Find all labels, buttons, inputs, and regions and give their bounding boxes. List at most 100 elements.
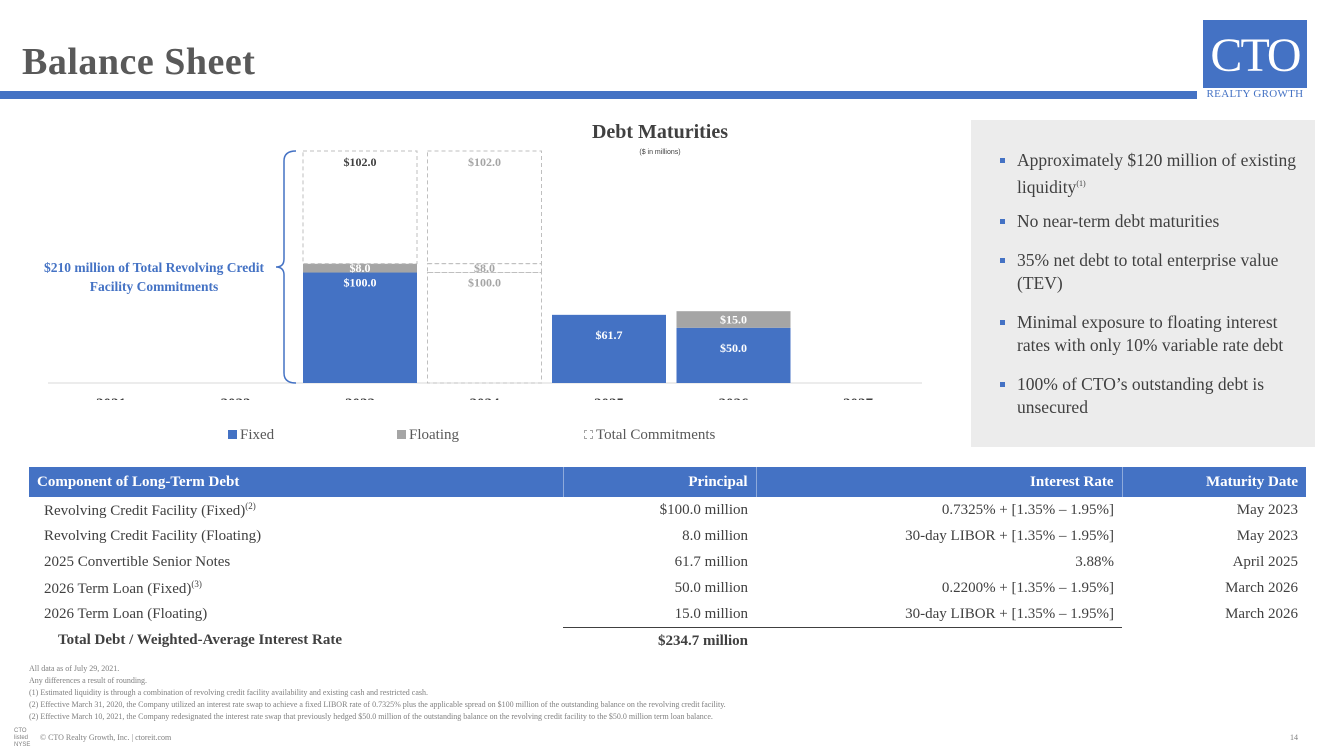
ghost-bar-fixed (427, 272, 542, 384)
cell-rate: 0.7325% + [1.35% – 1.95%] (941, 501, 1114, 518)
cell-principal: 50.0 million (674, 579, 748, 596)
bar-fixed (303, 272, 417, 383)
debt-maturities-chart: 202120222023$100.0$8.0$102.020242025$61.… (48, 150, 922, 400)
data-label-total: $102.0 (344, 155, 377, 169)
cell-maturity: May 2023 (1236, 527, 1298, 544)
x-tick-label: 2021 (96, 396, 126, 400)
bullet-marker (1000, 219, 1005, 224)
bar-total-commitment (302, 150, 418, 265)
header-interest-rate: Interest Rate (755, 467, 1122, 497)
table-row: 2025 Convertible Senior Notes 61.7 milli… (29, 549, 1306, 575)
bullet-marker (1000, 158, 1005, 163)
cell-rate: 3.88% (1075, 553, 1114, 570)
cell-maturity: April 2025 (1232, 553, 1298, 570)
legend-label-fixed: Fixed (240, 427, 275, 443)
legend-swatch-total (584, 430, 593, 439)
cell-component: Revolving Credit Facility (Floating) (29, 523, 563, 549)
bullet-maturities: No near-term debt maturities (1000, 210, 1300, 233)
ghost-label-floating: $8.0 (474, 261, 495, 275)
table-row: 2026 Term Loan (Fixed)(3) 50.0 million 0… (29, 575, 1306, 601)
footnote-ref: (3) (191, 578, 202, 589)
bar-floating (303, 263, 417, 273)
bullet-unsecured: 100% of CTO’s outstanding debt is unsecu… (1000, 373, 1300, 419)
bullet-marker (1000, 258, 1005, 263)
brace-annotation: $210 million of Total Revolving Credit F… (44, 260, 264, 294)
ghost-label-total: $102.0 (468, 155, 501, 169)
component-name: Revolving Credit Facility (Floating) (44, 527, 262, 544)
table-row: Revolving Credit Facility (Fixed)(2) $10… (29, 497, 1306, 523)
component-name: 2025 Convertible Senior Notes (44, 553, 231, 570)
bullet-footnote: (1) (1076, 179, 1086, 188)
total-principal: $234.7 million (657, 632, 748, 649)
total-maturity-empty (1122, 628, 1306, 655)
total-label: Total Debt / Weighted-Average Interest R… (58, 632, 342, 649)
bar-fixed (676, 327, 791, 383)
data-label-fixed: $61.7 (596, 328, 623, 342)
x-tick-label: 2025 (594, 396, 624, 400)
cell-maturity: May 2023 (1236, 501, 1298, 518)
x-tick-label: 2026 (719, 396, 750, 400)
bullet-marker (1000, 320, 1005, 325)
legend-floating: Floating (397, 427, 459, 444)
table-row: 2026 Term Loan (Floating) 15.0 million 3… (29, 601, 1306, 628)
chart-title: Debt Maturities (591, 121, 729, 143)
cell-principal: 15.0 million (563, 601, 756, 628)
bar-floating (676, 311, 791, 328)
highlights-panel (971, 120, 1315, 447)
page-title: Balance Sheet (22, 41, 256, 83)
commitment-brace (275, 150, 297, 384)
cell-rate: 30-day LIBOR + [1.35% – 1.95%] (905, 527, 1114, 544)
component-name: 2026 Term Loan (Fixed) (44, 580, 192, 597)
header-principal: Principal (562, 467, 756, 497)
cell-principal: 61.7 million (674, 553, 748, 570)
note-rounding: Any differences a result of rounding. (29, 676, 148, 685)
footer-copyright: © CTO Realty Growth, Inc. | ctoreit.com (40, 733, 172, 742)
bullet-marker (1000, 382, 1005, 387)
x-tick-label: 2027 (843, 396, 874, 400)
cell-component: 2025 Convertible Senior Notes (29, 549, 563, 575)
footer-logo-top: CTO (14, 728, 27, 734)
chart-subtitle: ($ in millions) (639, 149, 681, 156)
bullet-text: 35% net debt to total enterprise value (… (1017, 250, 1279, 293)
logo-text: CTO (1210, 29, 1301, 82)
footnote-ref: (2) (245, 500, 256, 511)
footer-logo-bottom: NYSE (14, 742, 31, 748)
data-label-floating: $8.0 (350, 261, 371, 275)
ghost-label-fixed: $100.0 (468, 276, 501, 290)
bullet-text: Approximately $120 million of existing l… (1017, 150, 1297, 197)
legend-swatch-floating (397, 430, 406, 439)
bullet-liquidity: Approximately $120 million of existing l… (1000, 149, 1300, 199)
data-label-fixed: $50.0 (720, 341, 747, 355)
footer-logo-mid: listed (14, 735, 29, 741)
data-label-floating: $15.0 (720, 312, 747, 326)
cell-rate: 30-day LIBOR + [1.35% – 1.95%] (756, 601, 1122, 628)
cell-maturity: March 2026 (1225, 579, 1298, 596)
bullet-text: Minimal exposure to floating interest ra… (1017, 312, 1284, 355)
cell-component: 2026 Term Loan (Fixed)(3) (29, 575, 563, 601)
component-name: 2026 Term Loan (Floating) (44, 605, 208, 622)
footnote-1: (1) Estimated liquidity is through a com… (29, 688, 429, 697)
x-tick-label: 2024 (470, 396, 501, 400)
bar-fixed (552, 314, 666, 383)
nyse-listed-logo: CTO listed NYSE (14, 728, 30, 749)
total-rate-empty (756, 628, 1122, 655)
table-row: Revolving Credit Facility (Floating) 8.0… (29, 523, 1306, 549)
page-number: 14 (1290, 733, 1298, 742)
cell-component: Revolving Credit Facility (Fixed)(2) (29, 497, 563, 523)
bullet-text: 100% of CTO’s outstanding debt is unsecu… (1017, 374, 1265, 417)
table-total-row: Total Debt / Weighted-Average Interest R… (29, 628, 1306, 655)
header-component: Component of Long-Term Debt (29, 467, 563, 497)
legend-swatch-fixed (228, 430, 237, 439)
legend-label-total: Total Commitments (596, 427, 716, 443)
company-logo (1203, 20, 1307, 88)
legend-total-commitments: Total Commitments (584, 427, 715, 444)
footnote-3: (2) Effective March 10, 2021, the Compan… (29, 712, 713, 721)
cell-component: 2026 Term Loan (Floating) (29, 601, 563, 628)
bullet-text: No near-term debt maturities (1017, 211, 1220, 231)
logo-subtext: REALTY GROWTH (1206, 88, 1304, 100)
header-maturity-date: Maturity Date (1121, 467, 1306, 497)
long-term-debt-table: Component of Long-Term Debt Principal In… (29, 467, 1306, 654)
cell-rate: 0.2200% + [1.35% – 1.95%] (941, 579, 1114, 596)
bullet-net-debt: 35% net debt to total enterprise value (… (1000, 249, 1300, 295)
ghost-bar-total (427, 150, 542, 265)
